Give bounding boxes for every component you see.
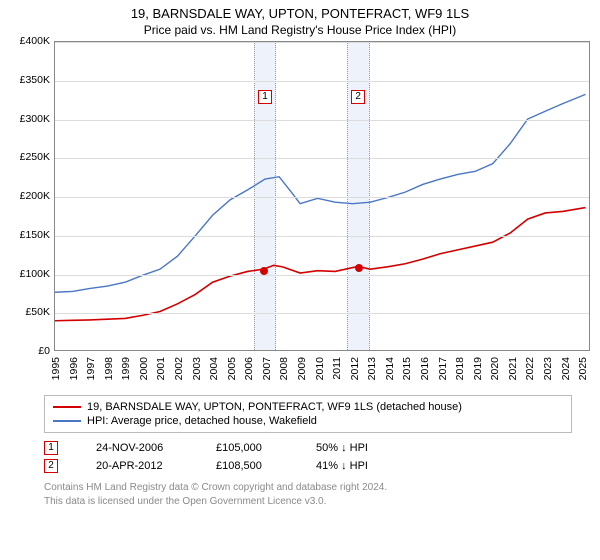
x-tick-label: 2025 <box>577 357 589 380</box>
sale-diff: 50% ↓ HPI <box>316 442 426 454</box>
x-tick-label: 2001 <box>155 357 167 380</box>
y-tick-label: £400K <box>20 35 50 47</box>
attribution-line: This data is licensed under the Open Gov… <box>44 495 572 509</box>
x-tick-label: 2022 <box>524 357 536 380</box>
x-tick-label: 2004 <box>208 357 220 380</box>
x-tick-label: 1996 <box>68 357 80 380</box>
y-tick-label: £250K <box>20 151 50 163</box>
x-tick-label: 2008 <box>278 357 290 380</box>
x-tick-label: 2006 <box>243 357 255 380</box>
plot-area: 12 <box>54 41 590 351</box>
sale-dot <box>260 267 268 275</box>
x-tick-label: 2017 <box>437 357 449 380</box>
legend: 19, BARNSDALE WAY, UPTON, PONTEFRACT, WF… <box>44 395 572 433</box>
x-tick-label: 2011 <box>331 357 343 380</box>
y-tick-label: £0 <box>38 345 50 357</box>
legend-row: HPI: Average price, detached house, Wake… <box>53 414 563 428</box>
x-tick-label: 2024 <box>560 357 572 380</box>
x-tick-label: 2020 <box>489 357 501 380</box>
legend-swatch <box>53 406 81 408</box>
page-title: 19, BARNSDALE WAY, UPTON, PONTEFRACT, WF… <box>0 6 600 21</box>
x-tick-label: 2005 <box>226 357 238 380</box>
y-tick-label: £350K <box>20 74 50 86</box>
x-tick-label: 2016 <box>419 357 431 380</box>
attribution: Contains HM Land Registry data © Crown c… <box>44 481 572 508</box>
y-tick-label: £100K <box>20 268 50 280</box>
sale-row: 2 20-APR-2012 £108,500 41% ↓ HPI <box>44 457 572 475</box>
y-tick-label: £300K <box>20 113 50 125</box>
legend-label: 19, BARNSDALE WAY, UPTON, PONTEFRACT, WF… <box>87 401 462 413</box>
sale-price: £108,500 <box>216 460 306 472</box>
x-tick-label: 2002 <box>173 357 185 380</box>
x-tick-label: 1997 <box>85 357 97 380</box>
page-subtitle: Price paid vs. HM Land Registry's House … <box>0 23 600 37</box>
x-tick-label: 2010 <box>314 357 326 380</box>
chart-lines <box>55 42 589 350</box>
sale-price: £105,000 <box>216 442 306 454</box>
sale-marker: 2 <box>44 459 58 473</box>
attribution-line: Contains HM Land Registry data © Crown c… <box>44 481 572 495</box>
sale-marker: 2 <box>351 90 365 104</box>
sale-diff: 41% ↓ HPI <box>316 460 426 472</box>
sales-table: 1 24-NOV-2006 £105,000 50% ↓ HPI 2 20-APR-201… <box>44 439 572 475</box>
legend-swatch <box>53 420 81 422</box>
sale-dot <box>355 264 363 272</box>
sale-marker: 1 <box>44 441 58 455</box>
title-area: 19, BARNSDALE WAY, UPTON, PONTEFRACT, WF… <box>0 0 600 41</box>
x-tick-label: 2021 <box>507 357 519 380</box>
y-axis: £0£50K£100K£150K£200K£250K£300K£350K£400… <box>10 41 54 351</box>
legend-label: HPI: Average price, detached house, Wake… <box>87 415 317 427</box>
x-tick-label: 2009 <box>296 357 308 380</box>
x-tick-label: 2019 <box>472 357 484 380</box>
x-tick-label: 2014 <box>384 357 396 380</box>
x-tick-label: 2007 <box>261 357 273 380</box>
legend-row: 19, BARNSDALE WAY, UPTON, PONTEFRACT, WF… <box>53 400 563 414</box>
x-tick-label: 2000 <box>138 357 150 380</box>
chart: £0£50K£100K£150K£200K£250K£300K£350K£400… <box>10 41 590 391</box>
x-tick-label: 2013 <box>366 357 378 380</box>
sale-date: 24-NOV-2006 <box>96 442 206 454</box>
x-tick-label: 1999 <box>120 357 132 380</box>
x-tick-label: 2003 <box>191 357 203 380</box>
x-tick-label: 2015 <box>401 357 413 380</box>
y-tick-label: £150K <box>20 229 50 241</box>
x-tick-label: 2023 <box>542 357 554 380</box>
x-tick-label: 1995 <box>50 357 62 380</box>
y-tick-label: £200K <box>20 190 50 202</box>
x-tick-label: 2012 <box>349 357 361 380</box>
x-axis: 1995199619971998199920002001200220032004… <box>54 351 590 391</box>
x-tick-label: 1998 <box>103 357 115 380</box>
sale-marker: 1 <box>258 90 272 104</box>
y-tick-label: £50K <box>25 306 50 318</box>
sale-date: 20-APR-2012 <box>96 460 206 472</box>
sale-row: 1 24-NOV-2006 £105,000 50% ↓ HPI <box>44 439 572 457</box>
x-tick-label: 2018 <box>454 357 466 380</box>
